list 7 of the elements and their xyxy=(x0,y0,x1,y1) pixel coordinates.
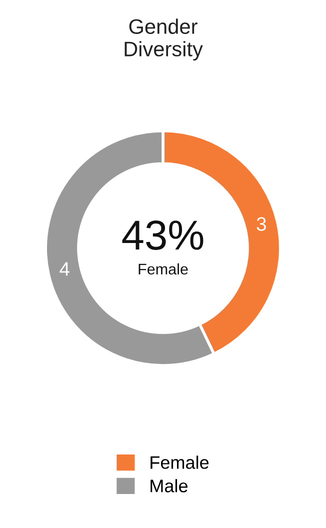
text: Female xyxy=(138,263,188,275)
legend-label: Male xyxy=(150,479,188,492)
data-label: 4 xyxy=(60,262,70,276)
text: 43% xyxy=(122,220,204,250)
legend-label: Female xyxy=(150,456,209,469)
chart-title: Gender Diversity xyxy=(124,18,203,61)
data-label: 3 xyxy=(256,217,266,231)
